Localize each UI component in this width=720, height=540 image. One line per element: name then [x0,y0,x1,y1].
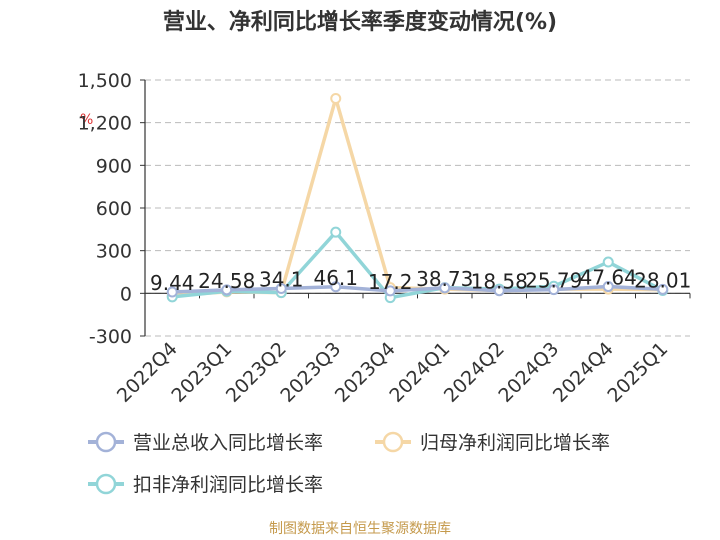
legend-swatch-marker [95,431,117,453]
data-point [275,282,287,294]
data-label: 46.1 [313,266,358,290]
data-point [221,284,233,296]
y-tick-label: 1,500 [78,70,132,92]
data-point [548,284,560,296]
data-label: 24.58 [198,269,255,293]
data-point [602,256,614,268]
chart-title: 营业、净利同比增长率季度变动情况(%) [162,10,558,35]
y-unit-label: % [80,112,93,128]
y-tick-labels: -300 0 300 600 900 1,200 1,500 [78,70,132,348]
data-point [493,285,505,297]
data-label: 47.64 [580,266,637,290]
series-lines [166,92,669,304]
data-label: 25.79 [525,269,582,293]
data-point [330,226,342,238]
legend-item: 扣非净利润同比增长率 [88,473,323,496]
data-point [657,283,669,295]
y-tick-label: -300 [89,326,132,348]
data-label: 38.73 [416,267,473,291]
data-labels: 9.44 24.58 34.1 46.1 17.2 38.7318.5825.7947.6… [150,266,691,295]
data-label: 34.1 [259,267,304,291]
legend-label: 归母净利润同比增长率 [420,432,610,454]
data-point [330,281,342,293]
y-tick-label: 300 [96,241,132,263]
legend-item: 归母净利润同比增长率 [375,431,610,454]
legend-label: 营业总收入同比增长率 [133,432,323,454]
data-point [330,92,342,104]
data-label: 28.01 [634,268,691,292]
data-point [602,281,614,293]
data-point [439,282,451,294]
legend-swatch-marker [95,473,117,495]
data-point [166,286,178,298]
x-tick-label: 2025Q1 [603,338,672,407]
x-tick-labels: 2022Q42023Q12023Q22023Q32023Q42024Q12024… [113,338,672,407]
data-point [384,285,396,297]
data-label: 18.58 [471,270,528,294]
y-tick-label: 900 [96,155,132,177]
y-tick-label: 1,200 [78,113,132,135]
legend-item: 营业总收入同比增长率 [88,431,323,454]
y-tick-label: 0 [120,283,132,305]
data-label: 9.44 [150,271,195,295]
series-line [172,230,664,300]
y-tick-label: 600 [96,198,132,220]
legend-swatch-marker [382,431,404,453]
source-note: 制图数据来自恒生聚源数据库 [269,521,451,537]
data-label: 17.2 [368,270,413,294]
series-line [172,284,663,294]
legend-label: 扣非净利润同比增长率 [133,474,323,496]
